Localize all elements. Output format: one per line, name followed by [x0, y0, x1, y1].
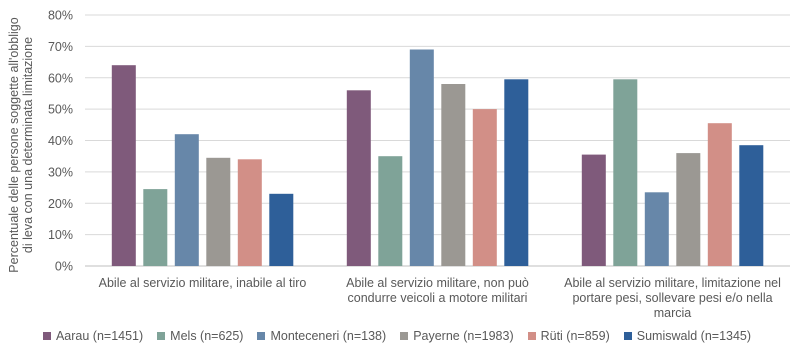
legend-label: Rüti (n=859)	[540, 329, 610, 343]
legend-swatch	[527, 332, 536, 340]
bar	[504, 79, 529, 266]
legend-label: Monteceneri (n=138)	[270, 329, 387, 343]
bar	[409, 49, 434, 266]
y-tick-label: 50%	[48, 103, 73, 117]
legend-swatch	[623, 332, 632, 340]
bar	[378, 156, 403, 266]
legend-item: Payerne (n=1983)	[400, 329, 514, 343]
grid-lines	[85, 14, 790, 267]
legend-label: Sumiswald (n=1345)	[636, 329, 752, 343]
bar	[206, 157, 231, 266]
bar	[676, 153, 701, 266]
legend-swatch	[42, 332, 51, 340]
x-category-label: Abile al servizio militare, non può condu…	[346, 276, 529, 305]
legend-item: Rüti (n=859)	[527, 329, 610, 343]
bar	[441, 84, 466, 266]
x-category-label-line: Abile al servizio militare, limitazione …	[564, 276, 781, 290]
bar	[269, 193, 294, 266]
y-tick-label: 60%	[48, 71, 73, 85]
y-axis-label: Percentuale delle persone soggette all'o…	[4, 17, 38, 272]
legend-item: Monteceneri (n=138)	[257, 329, 386, 343]
legend-label: Aarau (n=1451)	[55, 329, 144, 343]
x-category-label-line: Abile al servizio militare, non può	[346, 276, 529, 290]
legend-item: Aarau (n=1451)	[42, 329, 144, 343]
legend-label: Payerne (n=1983)	[413, 329, 514, 343]
bar	[174, 134, 199, 266]
legend-item: Mels (n=625)	[157, 329, 243, 343]
y-tick-label: 10%	[48, 228, 73, 242]
y-tick-label: 70%	[48, 40, 73, 54]
x-category-label: Abile al servizio militare, limitazione …	[564, 276, 781, 320]
x-category-label-line: condurre veicoli a motore militari	[348, 291, 528, 305]
bar	[472, 109, 497, 266]
x-category-label-line: portare pesi, sollevare pesi e/o nella	[572, 291, 772, 305]
y-tick-label: 80%	[48, 9, 73, 23]
bar	[707, 123, 732, 266]
x-category-label: Abile al servizio militare, inabile al t…	[99, 276, 307, 290]
bar	[739, 145, 764, 266]
x-category-label-line: marcia	[654, 306, 692, 320]
legend-swatch	[157, 332, 166, 340]
bar	[111, 65, 136, 266]
bar	[237, 159, 262, 266]
x-category-labels: Abile al servizio militare, inabile al t…	[99, 276, 781, 320]
bar	[346, 90, 371, 266]
bar	[644, 192, 669, 266]
y-tick-label: 20%	[48, 197, 73, 211]
y-tick-labels: 0% 10% 20% 30% 40% 50% 60% 70% 80%	[48, 9, 73, 274]
bar	[143, 189, 168, 266]
bar	[581, 154, 606, 266]
y-tick-label: 0%	[55, 260, 73, 274]
legend: Aarau (n=1451) Mels (n=625) Monteceneri (n…	[0, 327, 794, 345]
legend-item: Sumiswald (n=1345)	[623, 329, 752, 343]
y-axis-title: Percentuale delle persone soggette all'o…	[7, 17, 35, 273]
y-tick-label: 40%	[48, 134, 73, 148]
y-tick-label: 30%	[48, 165, 73, 179]
legend-swatch	[257, 332, 266, 340]
bar-chart: 0% 10% 20% 30% 40% 50% 60% 70% 80% Abile al serv…	[48, 9, 790, 320]
x-category-label-line: Abile al servizio militare, inabile al t…	[99, 276, 307, 290]
legend-label: Mels (n=625)	[170, 329, 244, 343]
legend-swatch	[400, 332, 409, 340]
bars	[111, 49, 764, 266]
bar	[613, 79, 638, 266]
